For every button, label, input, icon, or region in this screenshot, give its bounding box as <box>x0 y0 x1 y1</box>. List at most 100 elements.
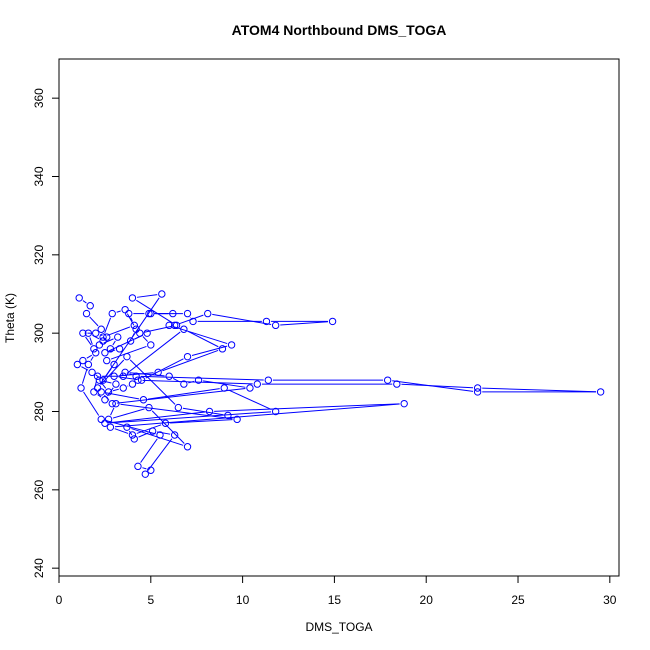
series-segment <box>110 345 147 360</box>
data-point <box>114 333 122 341</box>
data-point <box>180 325 188 333</box>
data-point <box>165 321 173 330</box>
series-segment <box>130 317 133 322</box>
x-axis: 0 5 10 15 20 25 30 <box>56 575 617 607</box>
series-segment <box>173 326 228 345</box>
series-segment <box>109 411 206 424</box>
data-point <box>121 368 129 377</box>
data-point <box>134 462 142 471</box>
data-point <box>97 325 105 333</box>
x-tick-label: 30 <box>603 593 617 607</box>
data-point <box>158 290 166 298</box>
data-point <box>110 360 118 369</box>
data-point <box>328 317 337 326</box>
series-segment <box>162 349 219 372</box>
data-point <box>145 403 153 412</box>
data-point <box>99 333 107 341</box>
data-point <box>73 360 82 369</box>
data-point <box>97 415 105 424</box>
data-point <box>103 356 111 365</box>
series-segment <box>151 410 185 444</box>
series-segment <box>103 380 112 384</box>
data-point <box>130 435 138 443</box>
series-segment <box>187 330 219 348</box>
data-point <box>170 431 179 439</box>
data-point <box>271 321 280 330</box>
data-point <box>271 407 280 416</box>
data-point <box>473 388 482 396</box>
data-point <box>183 309 192 318</box>
y-tick-label: 280 <box>32 401 46 421</box>
x-tick-label: 10 <box>236 593 250 607</box>
y-tick-label: 320 <box>32 245 46 265</box>
series-segment <box>109 349 116 353</box>
data-point <box>75 294 83 302</box>
data-point <box>227 341 236 349</box>
data-point <box>137 376 146 384</box>
data-point <box>84 329 93 337</box>
data-point <box>383 376 392 384</box>
data-point <box>189 317 197 326</box>
data-point <box>95 341 104 349</box>
series-segment <box>144 325 173 333</box>
series-segment <box>126 313 135 326</box>
x-tick-label: 5 <box>147 593 154 607</box>
data-point <box>174 403 183 412</box>
data-point <box>99 337 107 345</box>
series-segment <box>82 300 87 304</box>
data-point <box>139 396 148 404</box>
data-point <box>264 376 273 384</box>
series-segment <box>120 403 233 420</box>
data-point <box>233 415 241 424</box>
data-point <box>154 368 162 377</box>
x-tick-label: 25 <box>511 593 525 607</box>
series-segment <box>110 407 115 416</box>
data-point <box>156 431 164 439</box>
data-point <box>84 360 93 369</box>
series-segment <box>191 345 228 356</box>
data-point <box>183 352 192 361</box>
series-segment <box>228 389 272 411</box>
series-segment <box>107 326 131 336</box>
x-tick-label: 15 <box>328 593 342 607</box>
series-segment <box>90 356 94 361</box>
data-point <box>93 384 102 392</box>
data-point <box>121 305 129 314</box>
series-segment <box>128 430 133 436</box>
series-segment <box>99 297 160 385</box>
series-segment <box>140 375 264 381</box>
data-point <box>130 321 138 330</box>
data-point <box>126 337 135 345</box>
data-point <box>132 372 140 380</box>
data-point <box>141 470 149 478</box>
data-point <box>180 380 188 388</box>
series-segment <box>136 299 173 324</box>
data-point <box>143 329 151 337</box>
data-point <box>220 384 228 392</box>
data-point <box>147 466 155 474</box>
data-point <box>90 388 98 396</box>
series-segment <box>212 313 272 326</box>
data-point <box>93 372 102 380</box>
data-point <box>101 419 109 427</box>
data-point <box>99 376 107 384</box>
series-segment <box>178 314 204 325</box>
series-segment <box>138 432 149 438</box>
data-point <box>165 372 173 380</box>
data-point <box>86 302 94 310</box>
series-segment <box>129 359 176 405</box>
series-segment <box>203 380 246 388</box>
series-segment <box>170 419 233 424</box>
data-point <box>101 349 109 357</box>
data-point <box>246 384 254 392</box>
series-segment <box>129 373 132 376</box>
data-point <box>104 415 113 424</box>
data-point <box>123 423 131 431</box>
series-segment <box>126 331 181 374</box>
series-segment <box>86 354 93 359</box>
series-segment <box>147 438 173 471</box>
data-point <box>88 368 96 377</box>
series-segment <box>85 336 92 346</box>
series-segment <box>182 407 224 416</box>
y-axis: 240 260 280 300 320 340 360 <box>32 88 60 578</box>
